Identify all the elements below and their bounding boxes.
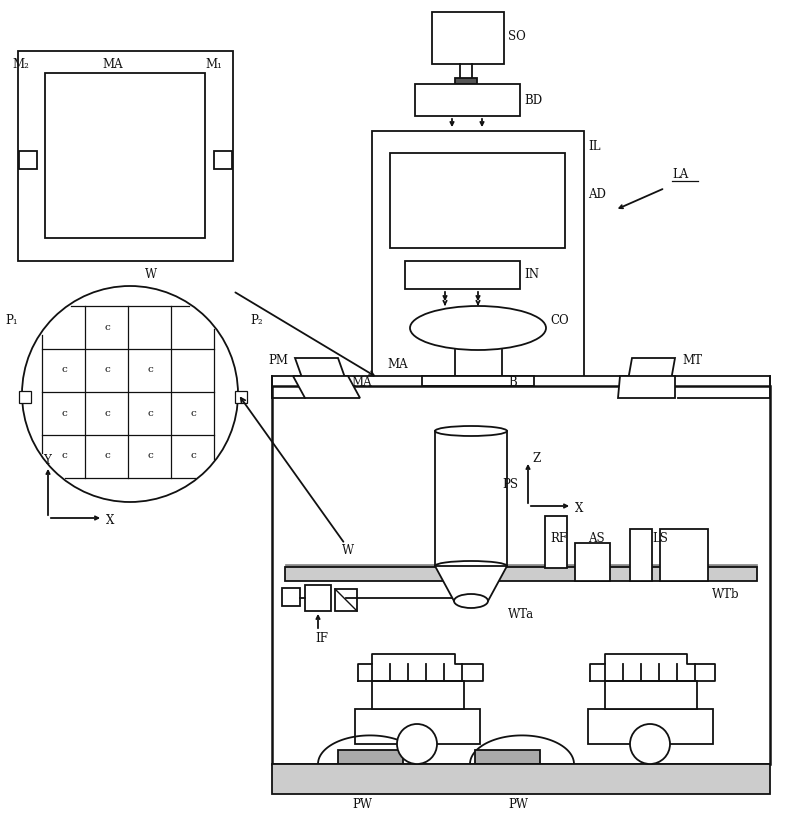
Text: X: X	[575, 502, 583, 515]
Bar	[432, 12, 504, 64]
Bar	[235, 391, 247, 403]
Circle shape	[22, 286, 238, 502]
Text: c: c	[190, 451, 196, 460]
Text: MT: MT	[682, 354, 702, 367]
Text: LS: LS	[652, 531, 668, 544]
Text: PW: PW	[352, 797, 372, 810]
Text: c: c	[61, 409, 67, 418]
Text: W: W	[145, 268, 157, 281]
Text: IL: IL	[588, 140, 601, 153]
Bar	[19, 151, 37, 169]
Text: c: c	[104, 366, 110, 375]
Text: P₂: P₂	[250, 314, 262, 327]
Polygon shape	[435, 566, 507, 601]
Bar	[435, 431, 507, 566]
Ellipse shape	[410, 306, 546, 350]
Text: c: c	[61, 451, 67, 460]
Bar	[19, 391, 31, 403]
Text: IF: IF	[315, 632, 328, 645]
Bar	[372, 131, 584, 386]
Text: AD: AD	[588, 188, 606, 201]
Text: c: c	[61, 366, 67, 375]
Polygon shape	[293, 376, 360, 398]
Text: AS: AS	[588, 531, 605, 544]
Text: IN: IN	[524, 268, 539, 282]
Text: B: B	[508, 375, 517, 388]
Polygon shape	[627, 358, 675, 386]
Text: P₁: P₁	[6, 314, 18, 327]
Bar	[660, 529, 708, 581]
Text: MA: MA	[351, 375, 372, 388]
Bar	[272, 376, 770, 398]
Text: c: c	[190, 409, 196, 418]
Text: Y: Y	[43, 454, 51, 467]
Text: c: c	[147, 409, 153, 418]
Bar	[338, 750, 403, 764]
Text: PS: PS	[502, 477, 518, 490]
Text: c: c	[147, 451, 153, 460]
Text: c: c	[104, 409, 110, 418]
Text: c: c	[104, 322, 110, 331]
Bar	[575, 543, 610, 581]
Text: Z: Z	[532, 451, 540, 464]
Bar	[390, 153, 565, 248]
Bar	[272, 386, 770, 764]
Polygon shape	[295, 358, 348, 386]
Text: WTb: WTb	[712, 588, 740, 601]
Bar	[335, 589, 357, 611]
Text: LA: LA	[672, 167, 688, 180]
Text: W: W	[342, 544, 354, 557]
Bar	[405, 261, 520, 289]
Text: MA: MA	[387, 357, 408, 370]
Bar	[282, 588, 300, 606]
Text: c: c	[147, 366, 153, 375]
Ellipse shape	[435, 426, 507, 436]
Text: M₂: M₂	[12, 57, 29, 70]
Bar	[214, 151, 232, 169]
Text: RF: RF	[550, 531, 567, 544]
Bar	[455, 78, 477, 84]
Bar	[285, 567, 757, 581]
Text: MA: MA	[102, 57, 122, 70]
Bar	[605, 681, 697, 709]
Bar	[588, 709, 713, 744]
Ellipse shape	[454, 594, 488, 608]
Bar	[45, 73, 205, 238]
Bar	[630, 529, 652, 581]
Circle shape	[630, 724, 670, 764]
Text: CO: CO	[550, 314, 569, 327]
Bar	[415, 84, 520, 116]
Bar	[305, 585, 331, 611]
Bar	[272, 764, 770, 794]
Text: PW: PW	[508, 797, 528, 810]
Bar	[545, 516, 567, 568]
Polygon shape	[618, 376, 675, 398]
Text: PM: PM	[268, 354, 288, 367]
Text: c: c	[104, 451, 110, 460]
Text: SO: SO	[508, 30, 526, 43]
Circle shape	[397, 724, 437, 764]
Text: BD: BD	[524, 94, 542, 107]
Text: M₁: M₁	[205, 57, 222, 70]
Bar	[372, 681, 464, 709]
Bar	[18, 51, 233, 261]
Ellipse shape	[435, 561, 507, 571]
Text: WTa: WTa	[508, 607, 534, 620]
Bar	[475, 750, 540, 764]
Bar	[355, 709, 480, 744]
Text: X: X	[106, 513, 114, 526]
Bar	[422, 376, 534, 386]
Bar	[285, 564, 757, 567]
